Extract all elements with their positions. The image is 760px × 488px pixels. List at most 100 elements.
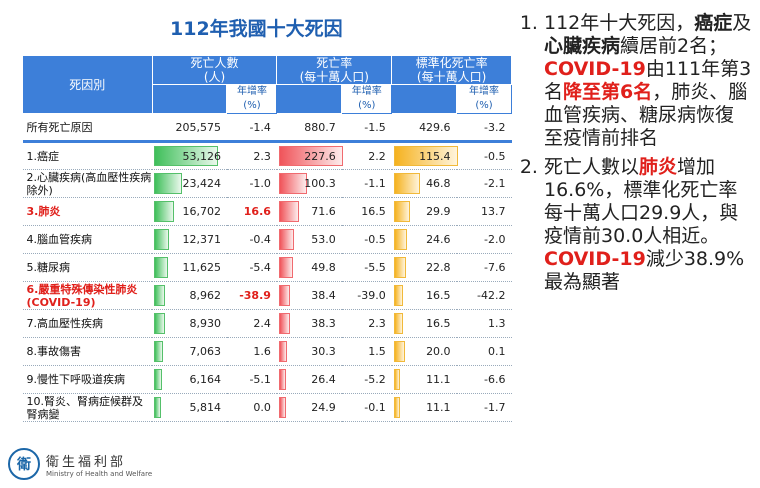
deaths-cell: 16,702 — [152, 197, 227, 226]
table-row: 2.心臟疾病(高血壓性疾病除外) 23,424 -1.0 100.3 -1.1 46.8-… — [22, 169, 512, 198]
deaths-bar — [154, 201, 175, 222]
std-bar — [393, 173, 420, 194]
std-cell: 11.1 — [391, 393, 457, 422]
std-growth-cell: -3.2 — [456, 113, 512, 143]
deaths-growth-cell: 1.6 — [226, 337, 277, 366]
deaths-cell: 205,575 — [152, 113, 227, 143]
deaths-cell: 12,371 — [152, 225, 227, 254]
table-row: 4.腦血管疾病 12,371 -0.4 53.0 -0.5 24.6 -2.0 — [22, 225, 512, 254]
rate-growth-cell: -0.5 — [341, 225, 392, 254]
rate-cell: 38.3 — [276, 309, 342, 338]
death-causes-table: 死因別 死亡人數 (人) 死亡率 (每十萬人口) 標準化死亡率 (每十萬人口) … — [22, 55, 512, 422]
deaths-bar — [154, 341, 163, 362]
rate-growth-cell: -5.5 — [341, 253, 392, 282]
rate-cell: 38.4 — [276, 281, 342, 310]
cause-cell: 7.高血壓性疾病 — [22, 309, 153, 338]
std-growth-cell: -6.6 — [456, 365, 512, 394]
rate-growth-cell: -0.1 — [341, 393, 392, 422]
header-std-rate: 標準化死亡率 (每十萬人口) — [391, 55, 512, 85]
ministry-name: 衛生福利部 — [46, 454, 127, 470]
cause-cell: 9.慢性下呼吸道疾病 — [22, 365, 153, 394]
std-bar — [393, 229, 408, 250]
note-2: 死亡人數以肺炎增加16.6%，標準化死亡率每十萬人口29.9人，與疫情前30.0… — [544, 156, 752, 294]
std-growth-cell: -2.1 — [456, 169, 512, 198]
deaths-cell: 5,814 — [152, 393, 227, 422]
cause-cell: 3.肺炎 — [22, 197, 153, 226]
std-cell: 24.6 — [391, 225, 457, 254]
deaths-growth-cell: 16.6 — [226, 197, 277, 226]
deaths-cell: 8,930 — [152, 309, 227, 338]
rate-cell: 53.0 — [276, 225, 342, 254]
std-cell: 429.6 — [391, 113, 457, 143]
rate-growth-cell: -39.0 — [341, 281, 392, 310]
deaths-bar — [154, 257, 169, 278]
rate-growth-cell: 16.5 — [341, 197, 392, 226]
cause-cell: 10.腎炎、腎病症候群及腎病變 — [22, 393, 153, 422]
ministry-seal-icon: 衛 — [8, 448, 40, 480]
rate-cell: 26.4 — [276, 365, 342, 394]
rate-cell: 49.8 — [276, 253, 342, 282]
deaths-cell: 53,126 — [152, 141, 227, 170]
deaths-cell: 6,164 — [152, 365, 227, 394]
std-bar — [393, 285, 403, 306]
rate-bar — [278, 257, 293, 278]
deaths-growth-cell: -1.0 — [226, 169, 277, 198]
rate-growth-cell: -1.5 — [341, 113, 392, 143]
header-cause: 死因別 — [22, 55, 153, 114]
cause-cell: 4.腦血管疾病 — [22, 225, 153, 254]
rate-growth-cell: -1.1 — [341, 169, 392, 198]
header-rate: 死亡率 (每十萬人口) — [276, 55, 393, 85]
table-row: 7.高血壓性疾病 8,930 2.4 38.3 2.3 16.5 1.3 — [22, 309, 512, 338]
ministry-name-en: Ministry of Health and Welfare — [46, 469, 153, 478]
std-cell: 16.5 — [391, 281, 457, 310]
std-cell: 46.8 — [391, 169, 457, 198]
table-row: 5.糖尿病 11,625 -5.4 49.8 -5.5 22.8 -7.6 — [22, 253, 512, 282]
std-bar — [393, 313, 403, 334]
table-row: 6.嚴重特殊傳染性肺炎(COVID-19) 8,962 -38.9 38.4 -39.0… — [22, 281, 512, 310]
cause-cell: 5.糖尿病 — [22, 253, 153, 282]
rate-growth-cell: 2.3 — [341, 309, 392, 338]
std-cell: 20.0 — [391, 337, 457, 366]
deaths-cell: 11,625 — [152, 253, 227, 282]
deaths-growth-cell: 2.3 — [226, 141, 277, 170]
header-std-growth: 年增率 (%) — [456, 84, 512, 114]
rate-growth-cell: 1.5 — [341, 337, 392, 366]
deaths-bar — [154, 229, 169, 250]
deaths-growth-cell: 2.4 — [226, 309, 277, 338]
deaths-growth-cell: -1.4 — [226, 113, 277, 143]
std-bar — [393, 397, 400, 418]
std-growth-cell: -0.5 — [456, 141, 512, 170]
cause-cell: 所有死亡原因 — [22, 113, 153, 143]
header-deaths: 死亡人數 (人) — [151, 55, 278, 85]
deaths-growth-cell: -5.1 — [226, 365, 277, 394]
rate-bar — [278, 397, 286, 418]
deaths-bar — [154, 369, 162, 390]
rate-bar — [278, 285, 290, 306]
std-growth-cell: 0.1 — [456, 337, 512, 366]
rate-bar — [278, 313, 290, 334]
ministry-logo: 衛 衛生福利部 Ministry of Health and Welfare — [8, 448, 152, 480]
cause-cell: 2.心臟疾病(高血壓性疾病除外) — [22, 169, 153, 198]
deaths-growth-cell: -0.4 — [226, 225, 277, 254]
rate-cell: 880.7 — [276, 113, 342, 143]
std-growth-cell: -1.7 — [456, 393, 512, 422]
rate-cell: 227.6 — [276, 141, 343, 170]
rate-cell: 100.3 — [276, 169, 342, 198]
deaths-cell: 7,063 — [152, 337, 227, 366]
std-cell: 16.5 — [391, 309, 457, 338]
std-growth-cell: 13.7 — [456, 197, 512, 226]
table-row: 8.事故傷害 7,063 1.6 30.3 1.5 20.0 0.1 — [22, 337, 512, 366]
rate-bar — [278, 369, 287, 390]
deaths-bar — [154, 146, 219, 166]
deaths-cell: 8,962 — [152, 281, 227, 310]
rate-bar — [278, 229, 294, 250]
rate-cell: 24.9 — [276, 393, 342, 422]
table-row: 10.腎炎、腎病症候群及腎病變 5,814 0.0 24.9 -0.1 11.1 -1.7 — [22, 393, 512, 422]
deaths-bar — [154, 173, 183, 194]
deaths-bar — [154, 397, 162, 418]
deaths-growth-cell: -5.4 — [226, 253, 277, 282]
table-row: 1.癌症 53,126 2.3 227.6 2.2 115.4 -0.5 — [22, 141, 512, 170]
cause-cell: 6.嚴重特殊傳染性肺炎(COVID-19) — [22, 281, 153, 310]
header-rate-growth: 年增率 (%) — [341, 84, 393, 114]
std-growth-cell: 1.3 — [456, 309, 512, 338]
